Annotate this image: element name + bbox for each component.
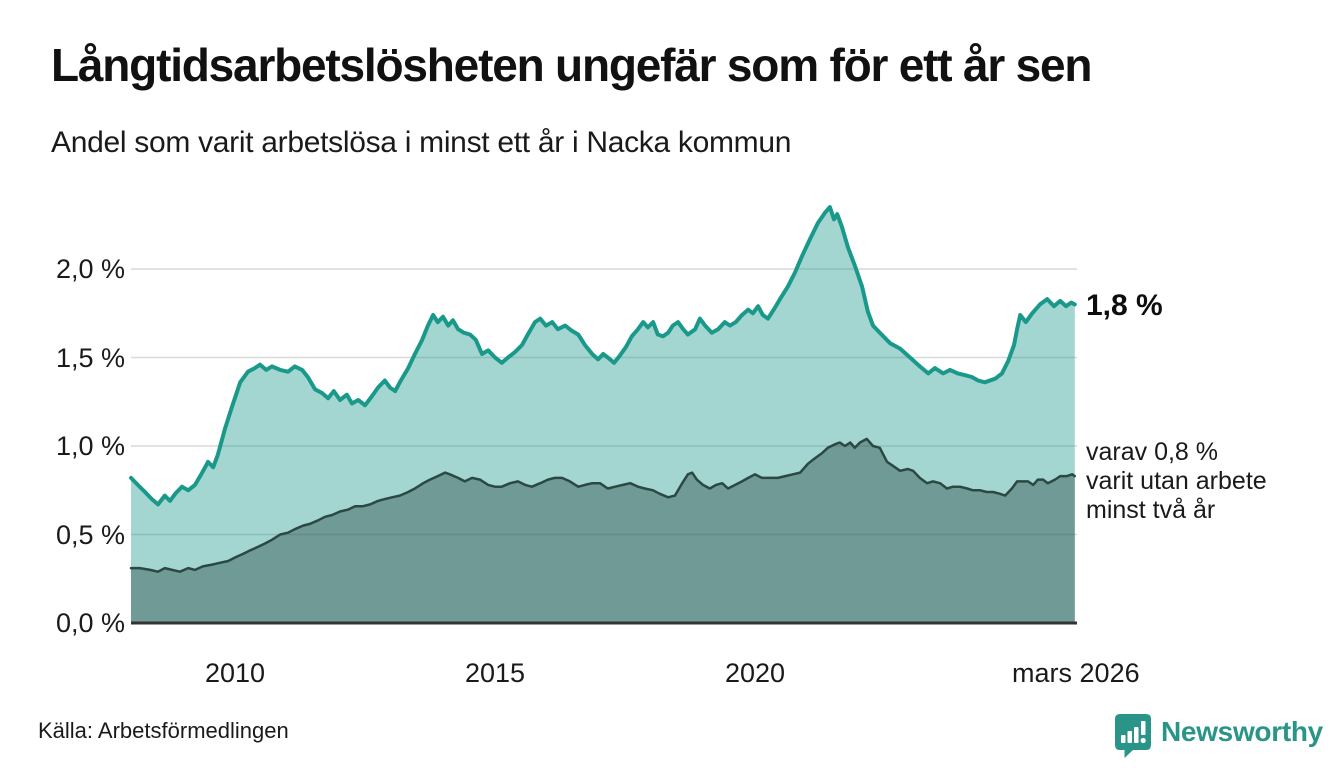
series-line-0 bbox=[129, 205, 1077, 507]
secondary-series-annotation: varav 0,8 % varit utan arbete minst två … bbox=[1086, 438, 1267, 525]
series-line-1 bbox=[129, 437, 1077, 573]
annotation-line: varav 0,8 % bbox=[1086, 438, 1219, 466]
x-axis-tick-label: mars 2026 bbox=[1012, 658, 1140, 688]
annotation-line: minst två år bbox=[1086, 496, 1216, 524]
x-axis-tick-label: 2020 bbox=[724, 658, 786, 688]
source-attribution: Källa: Arbetsförmedlingen bbox=[38, 718, 289, 743]
y-axis-tick-label: 2,0 % bbox=[55, 254, 125, 284]
annotation-line: varit utan arbete bbox=[1086, 467, 1267, 495]
y-axis-tick-label: 0,0 % bbox=[55, 608, 125, 638]
series-area-0 bbox=[131, 207, 1075, 623]
newsworthy-logo-text: Newsworthy bbox=[1161, 716, 1323, 747]
newsworthy-logo-icon bbox=[1115, 714, 1151, 758]
x-axis-tick-label: 2010 bbox=[204, 658, 266, 688]
y-axis-tick-label: 1,0 % bbox=[55, 431, 125, 461]
y-axis-tick-label: 1,5 % bbox=[55, 342, 125, 373]
newsworthy-brand: Newsworthy bbox=[1113, 712, 1323, 760]
page-title: Långtidsarbetslösheten ungefär som för e… bbox=[51, 39, 1093, 91]
series-area-1 bbox=[131, 438, 1075, 623]
chart-subtitle: Andel som varit arbetslösa i minst ett å… bbox=[51, 126, 792, 159]
y-axis-tick-label: 0,5 % bbox=[55, 519, 125, 550]
x-axis-tick-label: 2015 bbox=[464, 658, 526, 688]
series-end-value-label: 1,8 % bbox=[1086, 289, 1163, 322]
